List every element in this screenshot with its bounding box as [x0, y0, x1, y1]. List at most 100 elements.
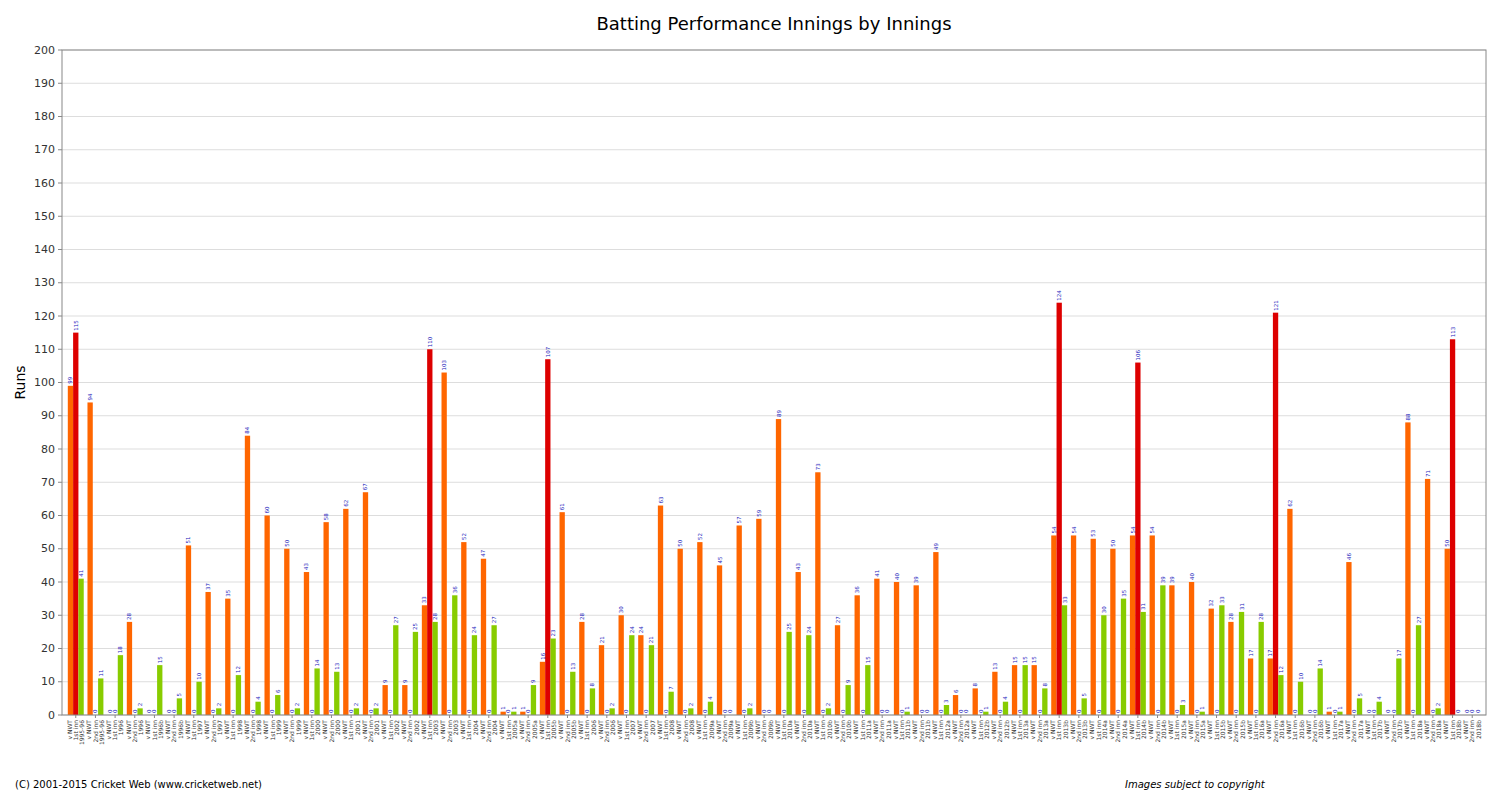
bar	[127, 622, 132, 715]
bar	[1121, 599, 1126, 715]
data-label: 0	[820, 709, 826, 713]
data-label: 84	[244, 426, 250, 433]
x-tick-label-line: 2009b	[767, 720, 774, 739]
data-label: 6	[953, 689, 959, 693]
x-tick	[1236, 715, 1237, 718]
data-label: 73	[815, 463, 821, 470]
x-tick-label: v NWT1st inn1998	[223, 720, 243, 741]
x-tick	[606, 715, 607, 718]
x-tick-label: v NWT1st inn1997	[184, 720, 204, 741]
x-tick-label: v NWT2nd inn2016a	[1265, 720, 1285, 743]
data-label: 0	[1017, 709, 1023, 713]
data-label: 39	[1169, 576, 1175, 583]
x-tick	[1177, 715, 1178, 718]
data-label: 54	[1051, 526, 1057, 533]
y-tick-label: 80	[41, 443, 55, 456]
data-label: 50	[1110, 539, 1116, 546]
data-label: 12	[235, 666, 241, 673]
x-tick-label: v NWT1st inn2010a	[774, 720, 794, 741]
bar	[1160, 585, 1165, 715]
y-tick	[58, 715, 62, 716]
x-tick-label-line: 2013b	[1062, 720, 1069, 739]
x-tick-label-line: 2016a	[1278, 720, 1285, 739]
x-tick-label-line: 1999	[275, 720, 282, 735]
bar	[304, 572, 309, 715]
x-tick	[410, 715, 411, 718]
x-tick-label: v NWT2nd inn2008	[675, 720, 695, 743]
data-label: 28	[1258, 612, 1264, 619]
data-label: 107	[545, 346, 551, 357]
x-tick	[213, 715, 214, 718]
bar	[205, 592, 210, 715]
x-tick-label-line: 2014a	[1121, 720, 1128, 739]
x-tick-label-line: 1996	[137, 720, 144, 735]
x-tick-label: v NWT1st inn2018a	[1403, 720, 1423, 741]
x-tick-label: v NWT2nd inn2012a	[951, 720, 971, 743]
data-label: 57	[736, 516, 742, 523]
data-label: 24	[638, 626, 644, 633]
x-tick-label-line: 2013a	[1042, 720, 1049, 739]
data-label: 15	[1031, 656, 1037, 663]
x-tick	[193, 715, 194, 718]
x-tick-label: v NWT1st inn2017b	[1364, 720, 1384, 741]
x-tick	[567, 715, 568, 718]
data-label: 106	[1135, 350, 1141, 361]
x-tick-label: v NWT2nd inn2015a	[1187, 720, 1207, 743]
data-label: 1	[983, 706, 989, 710]
bar	[1228, 622, 1233, 715]
x-tick-label: v NWT1st inn1999	[262, 720, 282, 741]
bar	[776, 419, 781, 715]
x-tick-label: v NWT2nd inn2011b	[911, 720, 931, 743]
x-tick	[783, 715, 784, 718]
bar	[1101, 615, 1106, 715]
bar	[649, 645, 654, 715]
data-label: 3	[943, 699, 949, 703]
data-label: 30	[1101, 606, 1107, 613]
data-label: 0	[1076, 709, 1082, 713]
x-tick-label-line: 2007	[649, 720, 656, 735]
x-tick-label-line: 2011a	[865, 720, 872, 739]
data-label: 2	[216, 703, 222, 707]
bar	[1298, 682, 1303, 715]
data-label: 18	[117, 646, 123, 653]
data-label: 0	[446, 709, 452, 713]
x-tick	[1255, 715, 1256, 718]
x-tick-label: v NWT1st inn2018b	[1442, 720, 1462, 741]
data-label: 43	[303, 563, 309, 570]
x-tick-label-line: 1995-96	[98, 720, 105, 745]
bar	[747, 708, 752, 715]
data-label: 0	[584, 709, 590, 713]
data-label: 14	[1317, 659, 1323, 666]
x-tick	[134, 715, 135, 718]
x-tick-label-line: 2008	[668, 720, 675, 735]
data-label: 0	[1351, 709, 1357, 713]
x-tick-label: v NWT2nd inn2011a	[872, 720, 892, 743]
data-label: 30	[618, 606, 624, 613]
x-tick-label-line: 2010b	[826, 720, 833, 739]
y-tick	[58, 681, 62, 682]
x-tick-label: v NWT2nd inn1996	[125, 720, 145, 743]
grid-line	[62, 582, 1486, 583]
bar	[1425, 479, 1430, 715]
data-label: 0	[1430, 709, 1436, 713]
x-tick	[1078, 715, 1079, 718]
data-label: 94	[87, 393, 93, 400]
data-label: 4	[1376, 696, 1382, 700]
x-tick	[429, 715, 430, 718]
data-label: 2	[294, 703, 300, 707]
bar	[78, 579, 83, 715]
data-label: 1	[500, 706, 506, 710]
bar	[323, 522, 328, 715]
data-label: 0	[564, 709, 570, 713]
data-label: 103	[441, 360, 447, 371]
x-tick	[370, 715, 371, 718]
data-label: 67	[362, 483, 368, 490]
x-tick-label: v NWT2nd inn2005b	[557, 720, 577, 743]
x-tick	[488, 715, 489, 718]
y-tick	[58, 515, 62, 516]
x-tick-label-line: 2006	[590, 720, 597, 735]
x-tick-label-line: 2002	[413, 720, 420, 735]
x-tick-label: v NWT2nd inn2004	[479, 720, 499, 743]
x-tick-label-line: 2008	[688, 720, 695, 735]
data-label: 0	[840, 709, 846, 713]
